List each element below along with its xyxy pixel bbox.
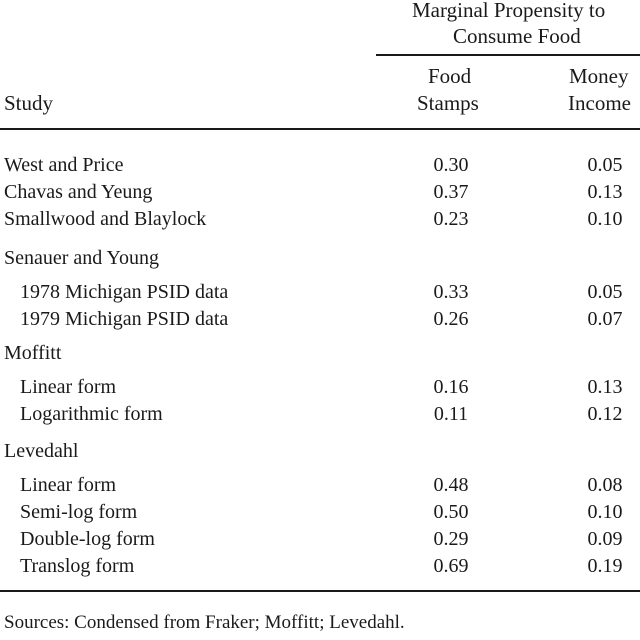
- group-header-rule: [376, 54, 640, 56]
- money-income-header-line2: Income: [568, 91, 631, 115]
- money-income-value: 0.05: [587, 154, 623, 176]
- group-label: Levedahl: [4, 440, 79, 462]
- food-stamps-value: 0.50: [433, 501, 469, 523]
- food-stamps-value: 0.37: [433, 181, 469, 203]
- money-income-value: 0.13: [587, 181, 623, 203]
- column-group-header-line1: Marginal Propensity to: [412, 0, 606, 22]
- row-label: Translog form: [20, 555, 135, 577]
- money-income-value: 0.12: [587, 403, 623, 425]
- food-stamps-value: 0.48: [433, 474, 469, 496]
- row-label: 1979 Michigan PSID data: [20, 308, 229, 330]
- money-income-header-line1: Money: [569, 64, 629, 88]
- row-label: Linear form: [20, 474, 117, 496]
- row-label: Chavas and Yeung: [4, 181, 153, 203]
- row-label: Linear form: [20, 376, 117, 398]
- row-label: Logarithmic form: [20, 403, 163, 425]
- money-income-value: 0.05: [587, 281, 623, 303]
- money-income-value: 0.10: [587, 208, 623, 230]
- money-income-value: 0.19: [587, 555, 623, 577]
- food-stamps-header-line1: Food: [428, 64, 472, 88]
- group-label: Senauer and Young: [4, 247, 159, 269]
- footer-rule: [0, 590, 640, 592]
- food-stamps-value: 0.33: [433, 281, 469, 303]
- header-rule: [0, 128, 640, 130]
- money-income-value: 0.10: [587, 501, 623, 523]
- money-income-value: 0.09: [587, 528, 623, 550]
- food-stamps-value: 0.26: [433, 308, 469, 330]
- study-header: Study: [4, 91, 54, 115]
- row-label: Semi-log form: [20, 501, 138, 523]
- food-stamps-value: 0.29: [433, 528, 469, 550]
- column-group-header-line2: Consume Food: [453, 24, 581, 48]
- food-stamps-value: 0.23: [433, 208, 469, 230]
- row-label: Double-log form: [20, 528, 155, 550]
- money-income-value: 0.08: [587, 474, 623, 496]
- food-stamps-header-line2: Stamps: [417, 91, 479, 115]
- money-income-value: 0.07: [587, 308, 623, 330]
- group-label: Moffitt: [4, 342, 62, 364]
- table-footnote: Sources: Condensed from Fraker; Moffitt;…: [4, 612, 405, 633]
- food-stamps-value: 0.69: [433, 555, 469, 577]
- food-stamps-value: 0.30: [433, 154, 469, 176]
- row-label: West and Price: [4, 154, 124, 176]
- row-label: 1978 Michigan PSID data: [20, 281, 229, 303]
- row-label: Smallwood and Blaylock: [4, 208, 207, 230]
- money-income-value: 0.13: [587, 376, 623, 398]
- food-stamps-value: 0.11: [433, 403, 469, 425]
- food-stamps-value: 0.16: [433, 376, 469, 398]
